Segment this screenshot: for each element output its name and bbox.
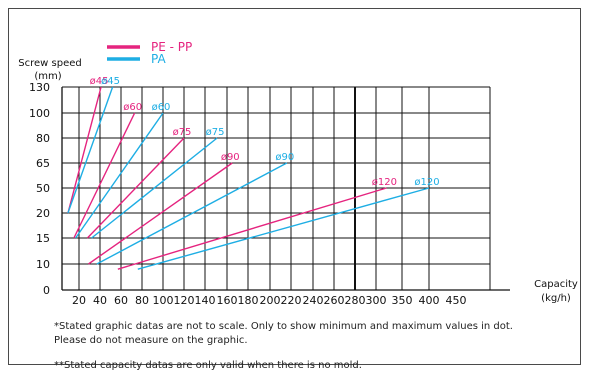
x-axis-title-line2: (kg/h) [541, 293, 571, 304]
line-label: ø60 [123, 102, 142, 113]
x-tick-label: 60 [114, 294, 128, 307]
legend-label: PE - PP [151, 40, 192, 54]
y-tick-label: 20 [36, 207, 50, 220]
series-line-pa [137, 187, 430, 270]
x-tick-label: 20 [72, 294, 86, 307]
note-1-line-2: Please do not measure on the graphic. [54, 335, 248, 346]
line-label: ø120 [372, 177, 397, 188]
x-tick-label: 40 [93, 294, 107, 307]
y-tick-label: 65 [36, 157, 50, 170]
x-tick-label: 300 [366, 294, 387, 307]
series-line-pa [91, 137, 218, 239]
y-tick-label: 100 [29, 107, 50, 120]
note-1-line-1: *Stated graphic datas are not to scale. … [54, 321, 513, 332]
line-label: ø45 [90, 76, 109, 87]
axes [61, 87, 510, 291]
y-tick-label: 50 [36, 182, 50, 195]
line-label: ø60 [152, 102, 171, 113]
x-tick-label: 220 [281, 294, 302, 307]
series-line-pe-pp [88, 162, 233, 265]
x-tick-label: 400 [419, 294, 440, 307]
series-line-pe-pp [86, 137, 185, 239]
series-line-pa [75, 112, 164, 239]
x-tick-label: 140 [195, 294, 216, 307]
series-line-pe-pp [73, 112, 136, 239]
y-tick-label: 10 [36, 258, 50, 271]
x-tick-labels: 20 40 60 80 100 120 140 160 180 200 220 240 260 280 30… [72, 294, 467, 307]
line-labels: ø45 ø60 ø75 ø90 ø120 ø45 ø60 ø75 ø90 ø120 [90, 76, 440, 188]
x-axis-title-line1: Capacity [534, 279, 578, 290]
x-tick-label: 240 [303, 294, 324, 307]
line-label: ø120 [414, 177, 439, 188]
chart-frame [8, 8, 581, 365]
x-tick-label: 180 [238, 294, 259, 307]
x-tick-label: 100 [153, 294, 174, 307]
series-line-pe-pp [117, 187, 387, 270]
line-label: ø90 [221, 152, 240, 163]
x-tick-label: 160 [217, 294, 238, 307]
y-axis-title-line2: (mm) [34, 71, 61, 82]
x-tick-label: 280 [345, 294, 366, 307]
series-line-pa [67, 86, 114, 214]
y-tick-label: 80 [36, 132, 50, 145]
x-tick-label: 120 [174, 294, 195, 307]
x-tick-label: 450 [446, 294, 467, 307]
legend-label: PA [151, 52, 166, 66]
line-label: ø45 [101, 76, 120, 87]
series-line-pe-pp [67, 86, 102, 214]
line-label: ø90 [275, 152, 294, 163]
y-tick-labels: 0 10 15 20 50 65 80 100 130 [29, 81, 50, 297]
x-tick-label: 260 [324, 294, 345, 307]
x-tick-label: 80 [135, 294, 149, 307]
y-tick-label: 130 [29, 81, 50, 94]
line-label: ø75 [206, 127, 225, 138]
y-axis-title-line1: Screw speed [18, 58, 81, 69]
y-tick-label: 15 [36, 232, 50, 245]
note-2: **Stated capacity datas are only valid w… [54, 360, 362, 371]
series-line-pa [96, 162, 288, 265]
series-lines [67, 86, 430, 270]
y-tick-label: 0 [43, 284, 50, 297]
x-tick-label: 350 [392, 294, 413, 307]
line-label: ø75 [173, 127, 192, 138]
x-tick-label: 200 [260, 294, 281, 307]
